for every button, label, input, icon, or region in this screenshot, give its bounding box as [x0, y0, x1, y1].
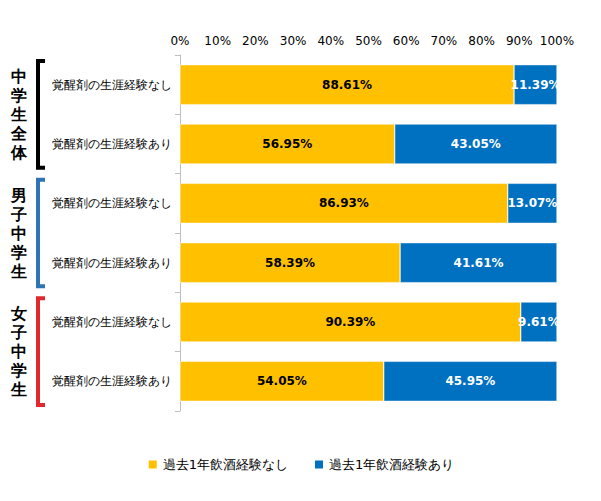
svg-text:41.61%: 41.61%: [454, 256, 504, 270]
svg-text:子: 子: [10, 205, 27, 224]
svg-text:0%: 0%: [170, 34, 189, 48]
svg-text:覚醒剤の生涯経験なし: 覚醒剤の生涯経験なし: [52, 315, 172, 329]
svg-text:11.39%: 11.39%: [511, 78, 561, 92]
svg-text:86.93%: 86.93%: [319, 196, 369, 210]
svg-text:過去1年飲酒経験なし: 過去1年飲酒経験なし: [163, 457, 288, 472]
svg-text:過去1年飲酒経験あり: 過去1年飲酒経験あり: [329, 457, 454, 472]
svg-text:40%: 40%: [317, 34, 344, 48]
svg-text:60%: 60%: [393, 34, 420, 48]
svg-text:58.39%: 58.39%: [265, 256, 315, 270]
svg-text:中: 中: [11, 342, 27, 361]
svg-text:9.61%: 9.61%: [518, 315, 560, 329]
svg-text:中: 中: [11, 224, 27, 243]
svg-text:覚醒剤の生涯経験あり: 覚醒剤の生涯経験あり: [52, 137, 172, 151]
svg-text:90.39%: 90.39%: [325, 315, 375, 329]
svg-text:13.07%: 13.07%: [507, 196, 557, 210]
svg-text:全: 全: [10, 124, 28, 143]
svg-text:女: 女: [10, 304, 27, 323]
svg-text:中: 中: [11, 67, 27, 86]
svg-text:学: 学: [11, 243, 27, 262]
svg-text:54.05%: 54.05%: [257, 374, 307, 388]
svg-text:56.95%: 56.95%: [262, 137, 312, 151]
svg-text:20%: 20%: [242, 34, 269, 48]
svg-text:生: 生: [10, 105, 27, 124]
svg-text:50%: 50%: [355, 34, 382, 48]
svg-text:子: 子: [10, 323, 27, 342]
svg-text:80%: 80%: [468, 34, 495, 48]
svg-text:100%: 100%: [540, 34, 574, 48]
svg-text:学: 学: [11, 361, 27, 380]
svg-text:生: 生: [10, 262, 27, 281]
svg-text:生: 生: [10, 380, 27, 399]
svg-text:70%: 70%: [431, 34, 458, 48]
svg-text:覚醒剤の生涯経験あり: 覚醒剤の生涯経験あり: [52, 256, 172, 270]
svg-text:体: 体: [10, 143, 28, 162]
svg-text:覚醒剤の生涯経験あり: 覚醒剤の生涯経験あり: [52, 374, 172, 388]
svg-text:88.61%: 88.61%: [322, 78, 372, 92]
svg-text:男: 男: [10, 186, 27, 205]
svg-text:43.05%: 43.05%: [451, 137, 501, 151]
svg-text:90%: 90%: [506, 34, 533, 48]
svg-text:学: 学: [11, 86, 27, 105]
svg-text:10%: 10%: [204, 34, 231, 48]
svg-text:45.95%: 45.95%: [445, 374, 495, 388]
svg-text:30%: 30%: [280, 34, 307, 48]
svg-text:覚醒剤の生涯経験なし: 覚醒剤の生涯経験なし: [52, 196, 172, 210]
svg-text:覚醒剤の生涯経験なし: 覚醒剤の生涯経験なし: [52, 78, 172, 92]
